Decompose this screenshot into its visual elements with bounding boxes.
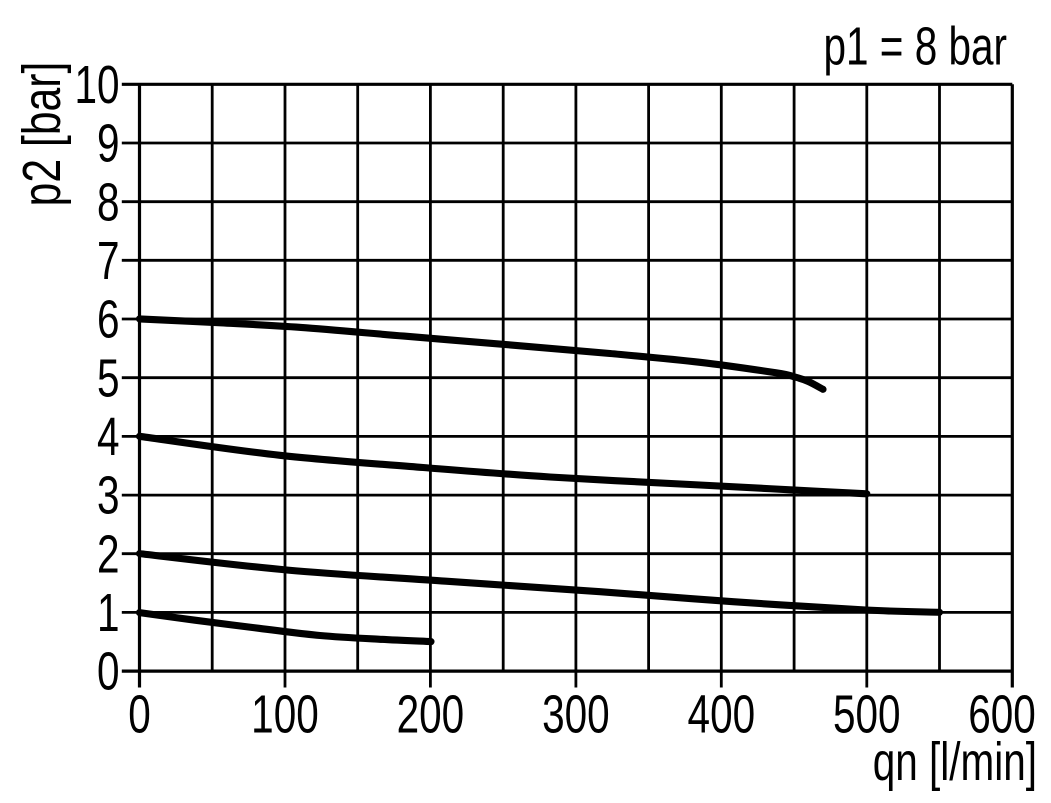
svg-text:200: 200 <box>397 685 465 745</box>
svg-text:100: 100 <box>251 685 319 745</box>
svg-text:9: 9 <box>97 114 120 174</box>
svg-text:7: 7 <box>97 231 120 291</box>
svg-text:p2 [bar]: p2 [bar] <box>12 62 72 207</box>
svg-text:1: 1 <box>97 584 120 644</box>
svg-text:300: 300 <box>542 685 610 745</box>
svg-text:400: 400 <box>688 685 756 745</box>
svg-text:8: 8 <box>97 173 120 233</box>
svg-text:4: 4 <box>97 407 120 467</box>
svg-text:3: 3 <box>97 466 120 526</box>
svg-text:5: 5 <box>97 349 120 409</box>
svg-text:0: 0 <box>97 642 120 702</box>
svg-text:6: 6 <box>97 290 120 350</box>
svg-text:0: 0 <box>128 685 151 745</box>
svg-text:10: 10 <box>74 55 119 115</box>
svg-text:600: 600 <box>968 685 1036 745</box>
svg-text:qn [l/min]: qn [l/min] <box>873 732 1037 792</box>
svg-text:p1 = 8 bar: p1 = 8 bar <box>824 17 1008 77</box>
svg-text:500: 500 <box>833 685 901 745</box>
svg-text:2: 2 <box>97 525 120 585</box>
